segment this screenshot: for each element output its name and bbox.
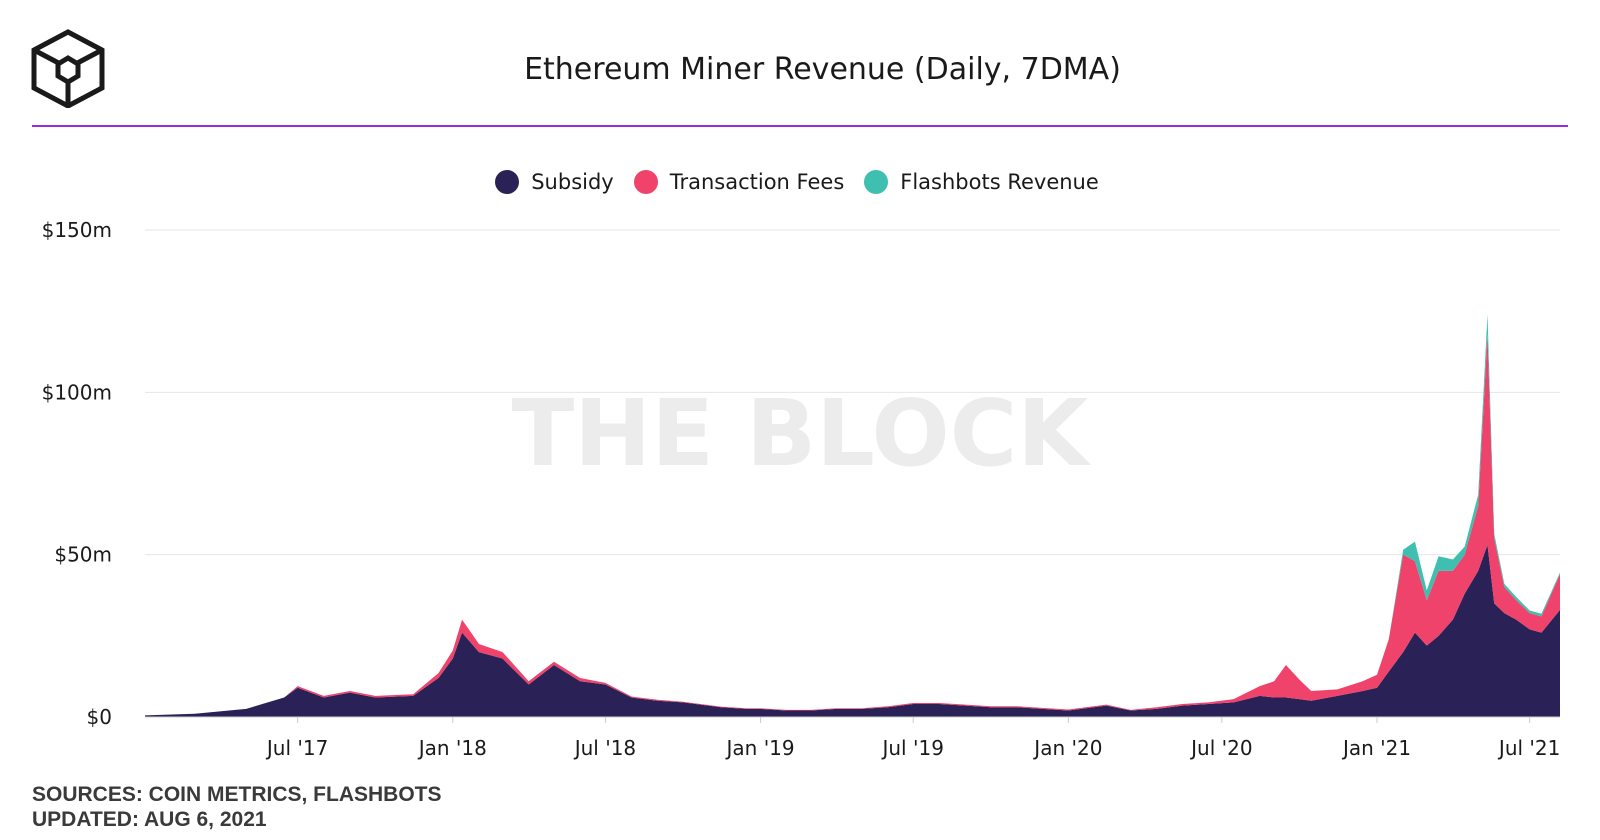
area-series bbox=[145, 314, 1560, 717]
x-tick-label: Jul '21 bbox=[1497, 736, 1560, 760]
chart-header: Ethereum Miner Revenue (Daily, 7DMA) bbox=[0, 0, 1600, 128]
y-tick-label: $50m bbox=[54, 543, 112, 567]
legend-item-transaction-fees[interactable]: Transaction Fees bbox=[633, 170, 845, 194]
x-tick-label: Jul '20 bbox=[1189, 736, 1252, 760]
gridlines bbox=[145, 229, 1560, 556]
y-tick-label: $0 bbox=[87, 705, 112, 729]
area-flashbots-revenue bbox=[145, 314, 1560, 716]
legend-label-subsidy: Subsidy bbox=[531, 170, 614, 194]
legend-item-subsidy[interactable]: Subsidy bbox=[495, 170, 614, 194]
sources-note: SOURCES: COIN METRICS, FLASHBOTS bbox=[32, 783, 442, 806]
x-tick-label: Jan '21 bbox=[1341, 736, 1411, 760]
y-axis: $0 $50m $100m $150m bbox=[42, 218, 112, 729]
chart-title: Ethereum Miner Revenue (Daily, 7DMA) bbox=[524, 52, 1121, 87]
x-tick-label: Jul '18 bbox=[573, 736, 636, 760]
x-tick-label: Jul '19 bbox=[880, 736, 943, 760]
the-block-logo-icon bbox=[31, 29, 105, 108]
x-tick-label: Jan '19 bbox=[725, 736, 795, 760]
area-subsidy bbox=[145, 544, 1560, 717]
x-tick-label: Jul '17 bbox=[265, 736, 328, 760]
title-divider bbox=[32, 125, 1568, 127]
x-tick-label: Jan '18 bbox=[417, 736, 487, 760]
legend-item-flashbots-revenue[interactable]: Flashbots Revenue bbox=[864, 170, 1099, 194]
legend-label-transaction-fees: Transaction Fees bbox=[669, 170, 845, 194]
updated-note: UPDATED: AUG 6, 2021 bbox=[32, 808, 267, 831]
chart-legend: Subsidy Transaction Fees Flashbots Reven… bbox=[0, 170, 1600, 194]
legend-swatch-flashbots-revenue bbox=[864, 170, 889, 194]
y-tick-label: $100m bbox=[42, 380, 112, 404]
legend-swatch-subsidy bbox=[495, 170, 520, 194]
x-tick-label: Jan '20 bbox=[1032, 736, 1102, 760]
legend-swatch-transaction-fees bbox=[633, 170, 658, 194]
y-tick-label: $150m bbox=[42, 218, 112, 242]
stacked-area-chart: THE BLOCK $0 $50m $100m $150m Jul '17 Jan '1… bbox=[42, 218, 1561, 760]
x-axis: Jul '17 Jan '18 Jul '18 Jan '19 Jul '19 Jan '… bbox=[145, 716, 1560, 760]
watermark: THE BLOCK bbox=[511, 380, 1092, 487]
legend-label-flashbots-revenue: Flashbots Revenue bbox=[900, 170, 1099, 194]
chart-footer: SOURCES: COIN METRICS, FLASHBOTS UPDATED… bbox=[32, 782, 442, 832]
